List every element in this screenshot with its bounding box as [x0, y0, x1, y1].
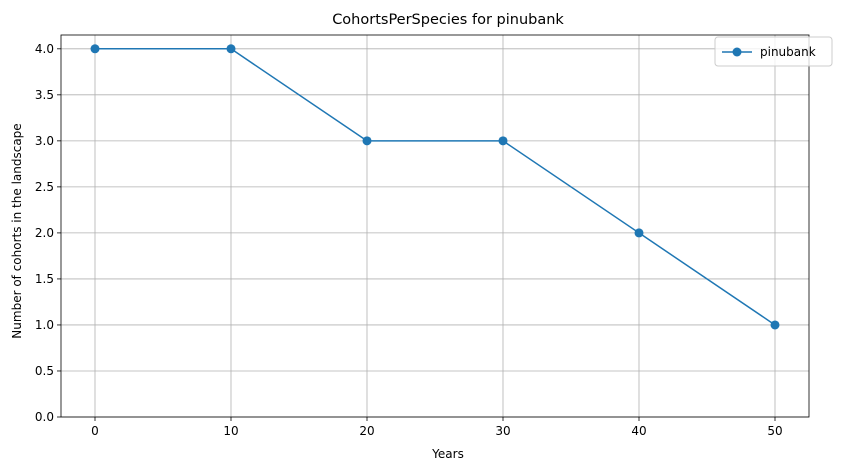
x-tick-label: 40	[631, 424, 646, 438]
y-tick-label: 2.5	[35, 180, 54, 194]
x-tick-label: 50	[767, 424, 782, 438]
legend-label: pinubank	[760, 45, 816, 59]
legend-frame	[714, 36, 833, 67]
data-point	[770, 320, 780, 330]
grid	[61, 35, 809, 418]
series-layer	[90, 44, 780, 330]
data-point	[90, 44, 100, 54]
axes: 0 10 20 30 40 50 0.0 0.5 1.0 1.5 2.0 2.5 3.0 3.5 4.0	[35, 34, 810, 438]
x-tick-label: 30	[495, 424, 510, 438]
y-tick-label: 2.0	[35, 226, 54, 240]
y-tick-label: 1.5	[35, 272, 54, 286]
chart-title: CohortsPerSpecies for pinubank	[332, 12, 564, 28]
x-axis-label: Years	[431, 447, 464, 461]
y-tick-label: 3.0	[35, 134, 54, 148]
y-tick-label: 4.0	[35, 42, 54, 56]
x-tick-label: 10	[223, 424, 238, 438]
legend: pinubank	[714, 36, 833, 67]
data-point	[362, 136, 372, 146]
series-line-pinubank	[95, 48, 776, 326]
legend-marker-swatch	[732, 47, 742, 57]
y-tick-label: 0.5	[35, 364, 54, 378]
y-axis-label: Number of cohorts in the landscape	[10, 123, 24, 338]
data-point	[498, 136, 508, 146]
x-tick-label: 0	[91, 424, 99, 438]
y-tick-label: 3.5	[35, 88, 54, 102]
plot-frame	[60, 34, 810, 418]
x-tick-label: 20	[359, 424, 374, 438]
y-tick-label: 0.0	[35, 410, 54, 424]
y-tick-label: 1.0	[35, 318, 54, 332]
data-point	[634, 228, 644, 238]
data-point	[226, 44, 236, 54]
